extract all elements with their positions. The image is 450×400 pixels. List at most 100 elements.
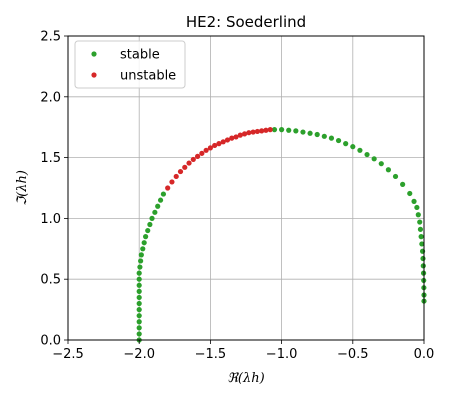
point-stable bbox=[136, 313, 142, 319]
point-stable bbox=[385, 167, 391, 173]
point-stable bbox=[417, 226, 424, 232]
point-stable bbox=[378, 161, 384, 167]
point-stable bbox=[136, 300, 142, 307]
point-unstable bbox=[216, 141, 222, 147]
point-stable bbox=[414, 204, 420, 211]
point-stable bbox=[300, 129, 306, 135]
point-stable bbox=[136, 319, 142, 325]
point-unstable bbox=[203, 147, 209, 153]
point-stable bbox=[350, 144, 356, 150]
ticks: −2.5 −2.0 −1.5 −1.0 −0.5 0.0 0.0 0.5 1.0 1.5 2.0 2.… bbox=[40, 30, 434, 363]
point-stable bbox=[157, 197, 164, 203]
point-stable bbox=[143, 234, 149, 240]
point-unstable bbox=[224, 137, 231, 143]
point-stable bbox=[420, 255, 426, 262]
plot-frame bbox=[67, 35, 425, 341]
point-stable bbox=[307, 130, 313, 136]
point-stable bbox=[136, 282, 142, 288]
point-unstable bbox=[165, 185, 171, 191]
point-stable bbox=[328, 135, 335, 141]
y-tick-label: 2.5 bbox=[40, 30, 61, 45]
x-tick-label: −0.5 bbox=[337, 347, 369, 362]
point-unstable bbox=[250, 129, 256, 135]
point-unstable bbox=[194, 153, 201, 159]
point-stable bbox=[155, 203, 161, 209]
point-stable bbox=[137, 264, 143, 270]
point-stable bbox=[136, 288, 142, 294]
point-stable bbox=[314, 131, 320, 138]
chart-title: HE2: Soederlind bbox=[186, 13, 306, 31]
point-unstable bbox=[177, 168, 184, 175]
point-unstable bbox=[259, 128, 265, 134]
x-tick-label: −1.0 bbox=[266, 347, 298, 362]
point-unstable bbox=[237, 132, 243, 138]
x-tick-label: −1.5 bbox=[195, 347, 227, 362]
point-stable bbox=[138, 252, 144, 258]
data-points bbox=[136, 127, 427, 343]
point-stable bbox=[417, 219, 423, 225]
y-tick-label: 0.0 bbox=[40, 334, 61, 349]
point-stable bbox=[293, 128, 299, 134]
point-stable bbox=[136, 270, 142, 276]
point-stable bbox=[279, 127, 285, 133]
point-stable bbox=[145, 227, 151, 234]
point-stable bbox=[149, 215, 155, 221]
point-unstable bbox=[182, 164, 188, 170]
point-stable bbox=[286, 127, 292, 133]
point-stable bbox=[136, 276, 142, 282]
point-stable bbox=[400, 181, 406, 187]
y-tick-label: 2.0 bbox=[40, 90, 61, 105]
point-stable bbox=[136, 294, 142, 301]
point-unstable bbox=[229, 135, 235, 141]
x-axis-label: ℜ(λh) bbox=[227, 371, 264, 386]
point-unstable bbox=[173, 173, 179, 180]
point-stable bbox=[138, 258, 144, 264]
point-stable bbox=[357, 147, 363, 153]
point-unstable bbox=[233, 134, 239, 140]
legend-box bbox=[74, 40, 186, 89]
point-stable bbox=[392, 173, 399, 180]
point-unstable bbox=[254, 128, 260, 135]
point-stable bbox=[418, 234, 424, 240]
point-stable bbox=[147, 221, 153, 228]
point-stable bbox=[136, 331, 142, 337]
point-stable bbox=[335, 137, 342, 144]
x-tick-label: −2.5 bbox=[52, 347, 84, 362]
legend-marker-stable bbox=[91, 51, 97, 57]
point-stable bbox=[371, 156, 377, 162]
point-stable bbox=[321, 133, 327, 139]
point-stable bbox=[140, 246, 146, 252]
point-unstable bbox=[263, 127, 269, 133]
legend-marker-unstable bbox=[91, 72, 97, 78]
point-stable bbox=[271, 127, 278, 133]
point-stable bbox=[419, 241, 425, 247]
point-unstable bbox=[212, 142, 218, 149]
legend: stable unstable bbox=[74, 40, 186, 89]
point-unstable bbox=[169, 179, 175, 185]
point-stable bbox=[141, 240, 147, 246]
point-stable bbox=[136, 307, 142, 313]
point-unstable bbox=[207, 145, 213, 151]
point-stable bbox=[136, 325, 142, 331]
point-unstable bbox=[241, 131, 248, 137]
point-unstable bbox=[190, 156, 196, 163]
legend-label-stable: stable bbox=[120, 48, 160, 63]
point-stable bbox=[160, 191, 167, 197]
point-stable bbox=[411, 198, 417, 204]
point-unstable bbox=[186, 160, 192, 166]
y-tick-label: 1.0 bbox=[40, 212, 61, 227]
y-tick-label: 1.5 bbox=[40, 151, 61, 166]
point-stable bbox=[343, 141, 349, 147]
x-tick-label: −2.0 bbox=[123, 347, 155, 362]
y-tick-label: 0.5 bbox=[40, 273, 61, 288]
point-stable bbox=[152, 209, 158, 215]
point-stable bbox=[415, 212, 421, 218]
x-tick-label: 0.0 bbox=[414, 347, 435, 362]
y-axis-label: ℑ(λh) bbox=[15, 170, 30, 206]
point-stable bbox=[407, 190, 413, 197]
point-unstable bbox=[220, 139, 226, 145]
point-stable bbox=[364, 151, 370, 158]
legend-label-unstable: unstable bbox=[120, 69, 176, 84]
point-stable bbox=[420, 263, 426, 269]
